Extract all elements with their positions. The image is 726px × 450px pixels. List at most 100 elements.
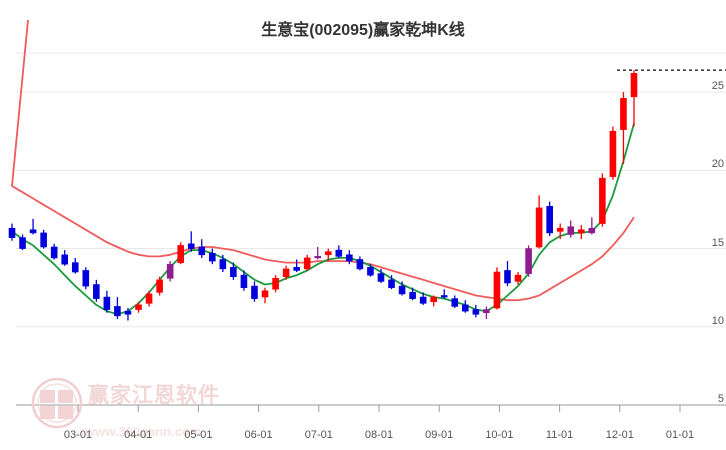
candle — [124, 308, 132, 321]
candle-body — [251, 285, 258, 299]
candle-body — [82, 270, 90, 287]
candle-body — [261, 290, 269, 298]
candle-body — [50, 246, 58, 259]
candle — [493, 267, 501, 310]
candle-body — [398, 285, 406, 295]
candle-body — [535, 207, 543, 248]
candle — [187, 231, 195, 252]
candle-body — [230, 267, 237, 278]
candle-body — [630, 73, 638, 98]
candle — [50, 243, 58, 260]
candle — [535, 195, 543, 249]
candle — [240, 270, 248, 291]
candle-body — [219, 259, 227, 270]
candle — [556, 223, 564, 240]
candle — [504, 261, 511, 287]
candle — [388, 275, 395, 290]
candle — [546, 201, 553, 237]
candle-body — [367, 267, 374, 276]
candle-body — [145, 293, 153, 304]
candle-body — [93, 284, 100, 299]
candle — [346, 250, 353, 265]
candle — [525, 245, 532, 277]
candle-body — [346, 254, 353, 262]
candle — [630, 70, 638, 127]
candle — [577, 225, 585, 240]
candle-body — [335, 249, 343, 257]
candle-body — [8, 227, 16, 238]
xtick-label-01-01: 01-01 — [665, 429, 695, 441]
candle — [272, 275, 279, 293]
candle — [135, 301, 142, 313]
candle-body — [599, 177, 606, 224]
candle-body — [556, 227, 564, 232]
candle-body — [588, 227, 596, 234]
candle-body — [483, 309, 490, 313]
xtick-label-11-01: 11-01 — [545, 429, 574, 441]
candle — [620, 92, 627, 165]
candle-body — [156, 279, 163, 293]
candle-body — [440, 295, 448, 298]
candle — [303, 254, 311, 271]
candle — [409, 287, 416, 301]
brand-watermark: 赢家江恩软件 — [88, 384, 220, 407]
candle — [567, 220, 575, 238]
candle-body — [61, 254, 69, 265]
candle — [71, 257, 79, 274]
candle — [103, 290, 111, 313]
ytick-label-5: 5 — [717, 393, 724, 405]
candle — [377, 268, 385, 283]
ytick-label-10: 10 — [711, 314, 724, 327]
candle — [29, 218, 37, 235]
xtick-label-06-01: 06-01 — [244, 429, 273, 441]
candle-body — [388, 279, 395, 288]
candle — [462, 300, 469, 313]
slow-ma-line — [11, 19, 635, 302]
page-title: 生意宝(002095)赢家乾坤K线 — [261, 22, 465, 39]
candle-body — [546, 206, 553, 234]
candle-body — [493, 271, 501, 309]
ytick-label-20: 20 — [711, 158, 724, 171]
candle — [430, 295, 437, 307]
candle-body — [430, 296, 437, 303]
candle — [230, 262, 237, 280]
candle — [19, 234, 26, 251]
candle-body — [472, 309, 480, 315]
candle-body — [103, 296, 111, 310]
candle — [209, 248, 216, 265]
candle — [314, 246, 322, 260]
candle — [356, 256, 364, 271]
candle-body — [177, 245, 184, 263]
candle — [251, 281, 258, 302]
url-watermark: www.360gann.com — [85, 424, 202, 439]
xtick-label-10-01: 10-01 — [485, 429, 514, 441]
candle-body — [303, 257, 311, 270]
candle-body — [609, 130, 617, 177]
candle — [61, 250, 69, 266]
candle — [282, 265, 290, 280]
candle-body — [451, 298, 459, 307]
xtick-label-09-01: 09-01 — [425, 429, 454, 441]
candle — [261, 287, 269, 304]
candle — [324, 248, 332, 262]
seal-logo-icon — [31, 377, 83, 429]
candle-body — [356, 259, 364, 270]
candle — [483, 306, 490, 319]
candle-body — [314, 256, 322, 259]
candle — [398, 281, 406, 296]
xtick-label-07-01: 07-01 — [304, 429, 333, 441]
candle — [609, 126, 617, 180]
candle-body — [293, 267, 300, 271]
candle-body — [620, 98, 627, 130]
candle-body — [514, 274, 522, 282]
candle — [588, 217, 596, 235]
candle-body — [272, 277, 279, 290]
candle-body — [29, 229, 37, 234]
candle — [145, 290, 153, 307]
candle — [367, 264, 374, 277]
xtick-label-08-01: 08-01 — [364, 429, 394, 441]
candle — [472, 304, 480, 318]
candle-body — [377, 273, 385, 282]
candle-body — [419, 296, 427, 304]
